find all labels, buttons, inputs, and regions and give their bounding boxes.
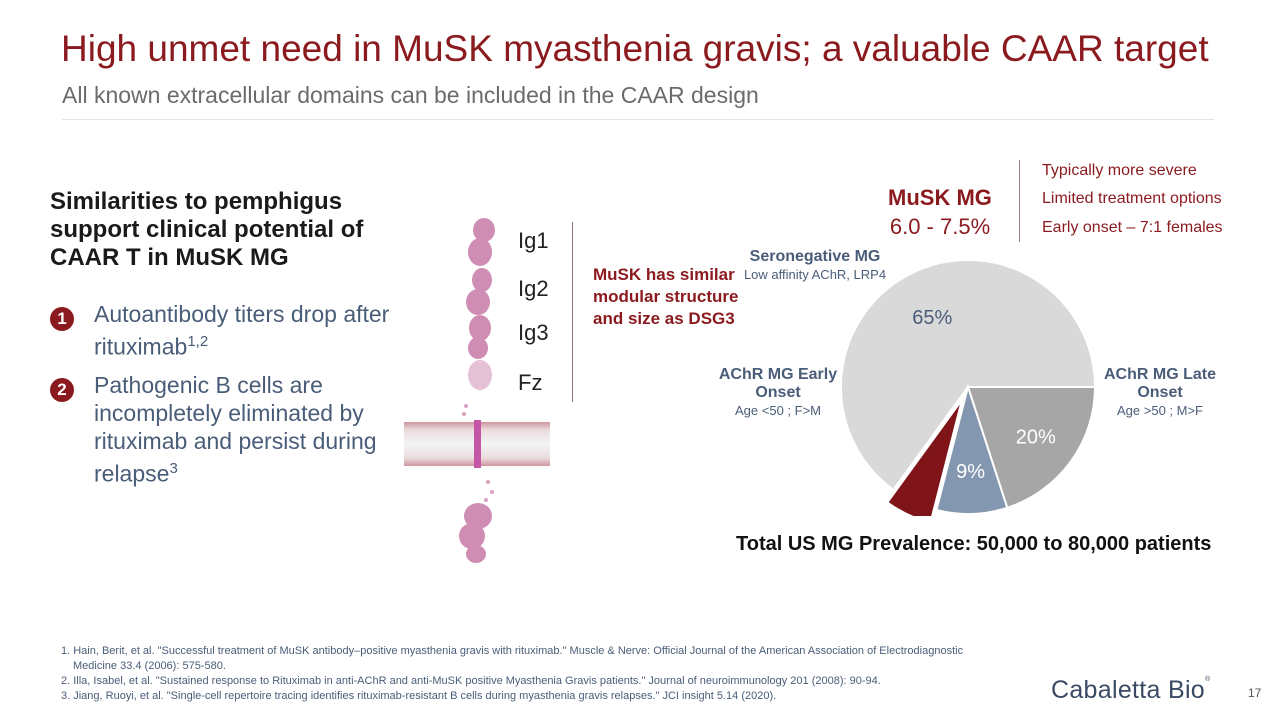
- musk-structure-note: MuSK has similar modular structure and s…: [593, 265, 739, 328]
- musk-mg-title: MuSK MG: [888, 185, 992, 210]
- total-prevalence: Total US MG Prevalence: 50,000 to 80,000…: [736, 533, 1212, 555]
- pie-slice-achr-mg-early-onset: [966, 386, 1097, 510]
- point-text: Autoantibody titers drop after rituximab…: [94, 301, 390, 360]
- reference-item: 2. Illa, Isabel, et al. "Sustained respo…: [61, 675, 881, 687]
- seronegative-name: Seronegative MG: [749, 248, 881, 265]
- musk-protein-membrane-illustration: [404, 218, 550, 563]
- late-onset-label: AChR MG Late Onset Age >50 ; M>F: [1095, 366, 1225, 420]
- features-divider: [1019, 160, 1020, 242]
- pie-value-label: 20%: [1016, 426, 1056, 448]
- pie-slice-musk-mg: [885, 399, 964, 516]
- domain-label-ig2: Ig2: [518, 276, 549, 301]
- mg-prevalence-pie-chart: 65% 20% 9%: [840, 259, 1097, 516]
- domain-label-ig1: Ig1: [518, 228, 549, 253]
- pie-slice-achr-mg-late-onset: [840, 259, 1097, 492]
- feature-item: Limited treatment options: [1042, 190, 1222, 207]
- feature-item: Typically more severe: [1042, 162, 1197, 179]
- pie-value-label: 9%: [956, 461, 985, 483]
- seronegative-detail: Low affinity AChR, LRP4: [743, 267, 887, 282]
- slide-title: High unmet need in MuSK myasthenia gravi…: [61, 28, 1209, 69]
- header-divider: [62, 119, 1214, 120]
- point-number-badge: 2: [50, 378, 74, 402]
- slide-subtitle: All known extracellular domains can be i…: [62, 82, 759, 108]
- seronegative-label: Seronegative MG Low affinity AChR, LRP4: [740, 248, 890, 284]
- page-number: 17: [1248, 686, 1262, 700]
- point-item-1: 1 Autoantibody titers drop after rituxim…: [50, 300, 410, 361]
- pie-slice-seronegative-mg: [935, 383, 1009, 515]
- domain-divider: [572, 222, 573, 402]
- early-onset-label: AChR MG Early Onset Age <50 ; F>M: [718, 366, 838, 420]
- pie-value-label: 65%: [912, 307, 952, 329]
- domain-label-fz: Fz: [518, 370, 543, 395]
- musk-mg-range: 6.0 - 7.5%: [889, 214, 991, 239]
- reference-item: 3. Jiang, Ruoyi, et al. "Single-cell rep…: [61, 690, 777, 702]
- late-onset-name: AChR MG Late Onset: [1104, 366, 1216, 401]
- domain-label-ig3: Ig3: [518, 320, 549, 345]
- feature-item: Early onset – 7:1 females: [1042, 219, 1223, 236]
- early-onset-detail: Age <50 ; F>M: [735, 403, 821, 418]
- reference-item: 1. Hain, Berit, et al. "Successful treat…: [61, 645, 964, 672]
- similarities-heading: Similarities to pemphigus support clinic…: [50, 188, 364, 271]
- point-number-badge: 1: [50, 307, 74, 331]
- late-onset-detail: Age >50 ; M>F: [1117, 403, 1203, 418]
- references: 1. Hain, Berit, et al. "Successful treat…: [61, 644, 981, 704]
- point-item-2: 2 Pathogenic B cells are incompletely el…: [50, 371, 410, 488]
- point-text: Pathogenic B cells are incompletely elim…: [94, 372, 377, 487]
- cabaletta-bio-logo: Cabaletta Bio®: [1051, 676, 1211, 704]
- early-onset-name: AChR MG Early Onset: [718, 366, 838, 401]
